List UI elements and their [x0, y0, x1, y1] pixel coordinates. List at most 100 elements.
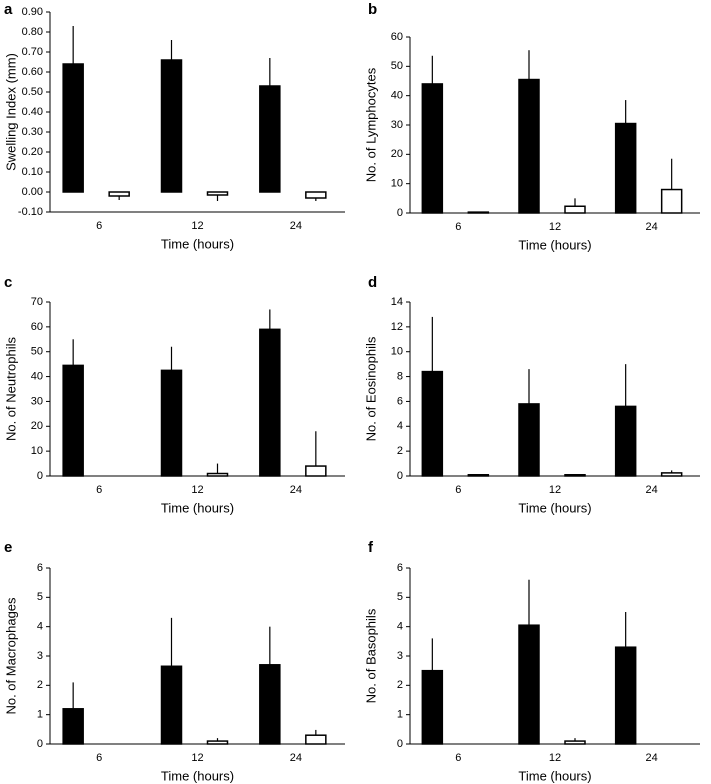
y-tick-label: 10	[391, 178, 403, 190]
bar	[305, 465, 327, 477]
y-tick-label: 10	[31, 445, 43, 457]
x-axis-title: Time (hours)	[161, 236, 234, 251]
y-tick-label: 10	[391, 346, 403, 358]
panel-letter: f	[368, 539, 374, 556]
bar	[62, 364, 84, 477]
bar	[62, 708, 84, 745]
x-axis-title: Time (hours)	[518, 237, 591, 252]
panel-letter: b	[368, 1, 377, 18]
y-tick-label: 8	[397, 370, 403, 382]
x-tick-label: 12	[549, 484, 561, 496]
y-axis-title: No. of Basophils	[363, 608, 378, 703]
y-tick-label: 0.80	[22, 26, 43, 38]
y-axis-title: No. of Eosinophils	[363, 336, 378, 441]
x-tick-label: 24	[290, 220, 302, 232]
y-axis-title: No. of Macrophages	[3, 597, 18, 715]
y-tick-label: 4	[37, 621, 43, 633]
bar	[206, 191, 229, 196]
y-tick-label: 2	[397, 445, 403, 457]
y-tick-label: 3	[397, 650, 403, 662]
y-tick-label: 0.90	[22, 6, 43, 18]
y-tick-label: 0	[37, 738, 43, 750]
bar	[259, 328, 281, 477]
x-tick-label: 12	[191, 752, 203, 764]
bar	[160, 59, 183, 193]
x-axis-title: Time (hours)	[161, 500, 234, 515]
bar	[660, 188, 683, 214]
y-tick-label: 2	[397, 679, 403, 691]
y-tick-label: 4	[397, 621, 403, 633]
bar	[614, 405, 637, 477]
y-tick-label: 60	[391, 31, 403, 43]
bar	[108, 191, 130, 197]
y-tick-label: 0.40	[22, 106, 43, 118]
x-tick-label: 6	[96, 484, 102, 496]
y-tick-label: 40	[31, 370, 43, 382]
bar	[160, 369, 183, 477]
y-tick-label: 40	[391, 90, 403, 102]
x-axis-title: Time (hours)	[518, 500, 591, 515]
bar	[614, 122, 637, 214]
y-tick-label: 30	[391, 119, 403, 131]
x-axis-title: Time (hours)	[161, 768, 234, 783]
x-tick-label: 6	[455, 221, 461, 233]
y-tick-label: 0.60	[22, 66, 43, 78]
x-tick-label: 6	[455, 752, 461, 764]
bar	[259, 664, 281, 745]
bar	[421, 370, 444, 477]
x-tick-label: 12	[549, 221, 561, 233]
x-tick-label: 6	[96, 220, 102, 232]
bar	[467, 474, 490, 477]
x-tick-label: 12	[191, 220, 203, 232]
panel-letter: a	[4, 1, 13, 18]
bar	[421, 83, 444, 214]
bar	[62, 63, 84, 193]
y-tick-label: 0	[397, 738, 403, 750]
y-tick-label: 14	[391, 296, 403, 308]
y-tick-label: 0	[397, 207, 403, 219]
y-tick-label: 0.50	[22, 86, 43, 98]
y-tick-label: 0.00	[22, 186, 43, 198]
y-tick-label: 0	[397, 470, 403, 482]
x-tick-label: 6	[96, 752, 102, 764]
bar	[518, 624, 540, 745]
bar	[206, 472, 229, 477]
x-tick-label: 24	[646, 221, 658, 233]
bar	[421, 669, 444, 745]
y-tick-label: 3	[37, 650, 43, 662]
x-axis-title: Time (hours)	[518, 768, 591, 783]
y-tick-label: 1	[397, 709, 403, 721]
y-tick-label: 6	[397, 562, 403, 574]
bar	[564, 205, 586, 214]
y-tick-label: 50	[391, 60, 403, 72]
x-tick-label: 24	[290, 752, 302, 764]
x-tick-label: 24	[290, 484, 302, 496]
bar	[518, 403, 540, 477]
x-tick-label: 12	[191, 484, 203, 496]
y-tick-label: 6	[37, 562, 43, 574]
panel-letter: c	[4, 274, 12, 291]
bar	[467, 211, 490, 214]
bar	[564, 474, 586, 477]
bar	[564, 740, 586, 745]
y-tick-label: 0.30	[22, 126, 43, 138]
y-tick-label: 1	[37, 709, 43, 721]
y-tick-label: -0.10	[18, 206, 43, 218]
y-tick-label: 0	[37, 470, 43, 482]
y-tick-label: 0.70	[22, 46, 43, 58]
y-tick-label: 5	[37, 591, 43, 603]
y-tick-label: 30	[31, 395, 43, 407]
y-tick-label: 12	[391, 321, 403, 333]
bar	[259, 85, 281, 193]
y-tick-label: 0.10	[22, 166, 43, 178]
y-axis-title: Swelling Index (mm)	[3, 53, 18, 171]
y-tick-label: 5	[397, 591, 403, 603]
x-tick-label: 12	[549, 752, 561, 764]
y-tick-label: 6	[397, 395, 403, 407]
bar	[160, 665, 183, 745]
y-tick-label: 60	[31, 321, 43, 333]
bar	[614, 646, 637, 745]
y-axis-title: No. of Neutrophils	[3, 336, 18, 441]
panel-letter: d	[368, 274, 377, 291]
